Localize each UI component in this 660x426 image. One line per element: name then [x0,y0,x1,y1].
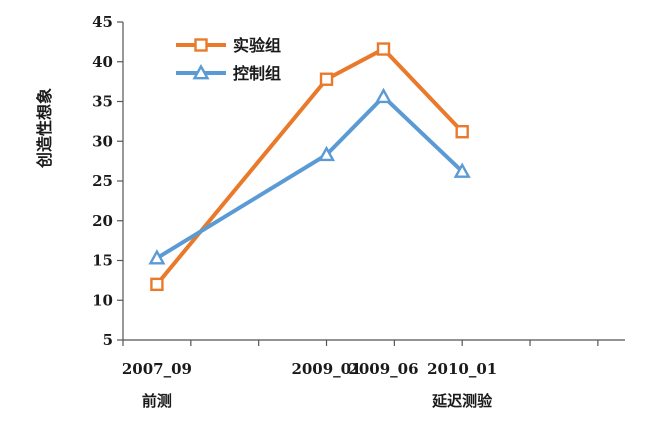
legend-label: 控制组 [233,64,281,83]
x-annotations: 前测 延迟测验 [142,392,493,410]
y-tick-label: 15 [92,252,113,270]
x-tick-label: 2009_06 [348,360,418,378]
y-tick-label: 40 [92,53,113,71]
data-point [374,87,393,104]
data-point [317,145,336,162]
series-line [155,94,464,260]
legend-label: 实验组 [233,36,281,55]
data-point [455,125,469,139]
y-tick-label: 25 [92,172,113,190]
series-layer [148,42,471,292]
x-tick-label: 2007_09 [122,360,192,378]
data-point [150,277,164,292]
y-tick-label: 30 [92,132,113,150]
y-tick-label: 10 [92,291,113,309]
data-point [453,162,471,178]
y-tick-label: 35 [92,93,113,111]
x-annotation: 延迟测验 [431,392,493,410]
legend-marker [194,38,208,52]
series-line [155,47,464,286]
x-tick-label: 2010_01 [427,360,497,378]
y-tick-label: 45 [92,13,113,31]
series-1 [150,42,469,292]
data-point [148,249,166,265]
y-tick-label: 5 [103,331,113,349]
x-annotation: 前测 [142,392,172,410]
y-tick-label: 20 [92,212,113,230]
series-2 [148,87,471,265]
x-tick-label: 2009_01 [291,360,361,378]
data-point [376,42,391,56]
data-point [319,72,334,86]
legend-marker [192,64,210,80]
y-axis-title: 创造性想象 [35,88,54,169]
